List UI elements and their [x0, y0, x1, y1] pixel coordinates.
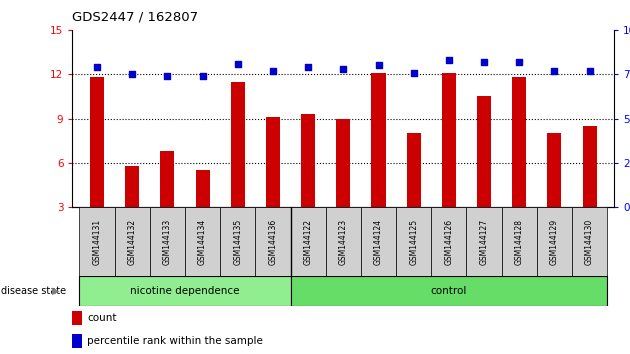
- FancyBboxPatch shape: [361, 207, 396, 276]
- FancyBboxPatch shape: [220, 207, 255, 276]
- Point: [92, 64, 102, 70]
- Bar: [72, 334, 82, 348]
- Text: percentile rank within the sample: percentile rank within the sample: [87, 336, 263, 346]
- FancyBboxPatch shape: [255, 207, 290, 276]
- Bar: [266, 117, 280, 207]
- Point: [127, 72, 137, 77]
- Bar: [442, 73, 456, 207]
- Point: [232, 61, 243, 67]
- Bar: [90, 77, 104, 207]
- Text: GSM144134: GSM144134: [198, 218, 207, 265]
- Bar: [161, 151, 175, 207]
- Text: GSM144133: GSM144133: [163, 218, 172, 265]
- Point: [163, 73, 173, 79]
- Text: GSM144122: GSM144122: [304, 219, 312, 264]
- Bar: [336, 119, 350, 207]
- Point: [585, 68, 595, 74]
- Bar: [301, 114, 315, 207]
- Text: GSM144128: GSM144128: [515, 219, 524, 264]
- Bar: [125, 166, 139, 207]
- Bar: [512, 77, 526, 207]
- Text: ▶: ▶: [52, 286, 59, 296]
- Text: GSM144126: GSM144126: [444, 218, 454, 265]
- Text: GSM144123: GSM144123: [339, 218, 348, 265]
- Point: [549, 68, 559, 74]
- FancyBboxPatch shape: [572, 207, 607, 276]
- Text: control: control: [431, 286, 467, 296]
- Bar: [477, 96, 491, 207]
- Point: [303, 64, 313, 70]
- Text: GSM144136: GSM144136: [268, 218, 277, 265]
- FancyBboxPatch shape: [537, 207, 572, 276]
- Bar: [72, 311, 82, 325]
- FancyBboxPatch shape: [501, 207, 537, 276]
- FancyBboxPatch shape: [150, 207, 185, 276]
- Text: count: count: [87, 313, 117, 323]
- FancyBboxPatch shape: [79, 207, 115, 276]
- Text: GSM144132: GSM144132: [128, 218, 137, 265]
- Text: GSM144124: GSM144124: [374, 218, 383, 265]
- FancyBboxPatch shape: [290, 207, 326, 276]
- FancyBboxPatch shape: [115, 207, 150, 276]
- Point: [198, 73, 208, 79]
- Text: disease state: disease state: [1, 286, 66, 296]
- Bar: [372, 73, 386, 207]
- Text: GDS2447 / 162807: GDS2447 / 162807: [72, 11, 198, 24]
- FancyBboxPatch shape: [326, 207, 361, 276]
- FancyBboxPatch shape: [290, 276, 607, 306]
- Text: GSM144129: GSM144129: [550, 218, 559, 265]
- FancyBboxPatch shape: [396, 207, 432, 276]
- Point: [268, 68, 278, 74]
- Bar: [231, 82, 245, 207]
- Text: GSM144130: GSM144130: [585, 218, 594, 265]
- FancyBboxPatch shape: [185, 207, 220, 276]
- Bar: [583, 126, 597, 207]
- FancyBboxPatch shape: [466, 207, 501, 276]
- FancyBboxPatch shape: [79, 276, 290, 306]
- Point: [338, 66, 348, 72]
- Bar: [407, 133, 421, 207]
- Text: GSM144131: GSM144131: [93, 218, 101, 265]
- Text: GSM144135: GSM144135: [233, 218, 243, 265]
- Text: GSM144127: GSM144127: [479, 218, 489, 265]
- Point: [479, 59, 489, 65]
- Point: [514, 59, 524, 65]
- Bar: [547, 133, 561, 207]
- Text: nicotine dependence: nicotine dependence: [130, 286, 240, 296]
- Point: [374, 63, 384, 68]
- Bar: [195, 170, 210, 207]
- Text: GSM144125: GSM144125: [410, 218, 418, 265]
- Point: [409, 70, 419, 75]
- FancyBboxPatch shape: [432, 207, 466, 276]
- Point: [444, 57, 454, 63]
